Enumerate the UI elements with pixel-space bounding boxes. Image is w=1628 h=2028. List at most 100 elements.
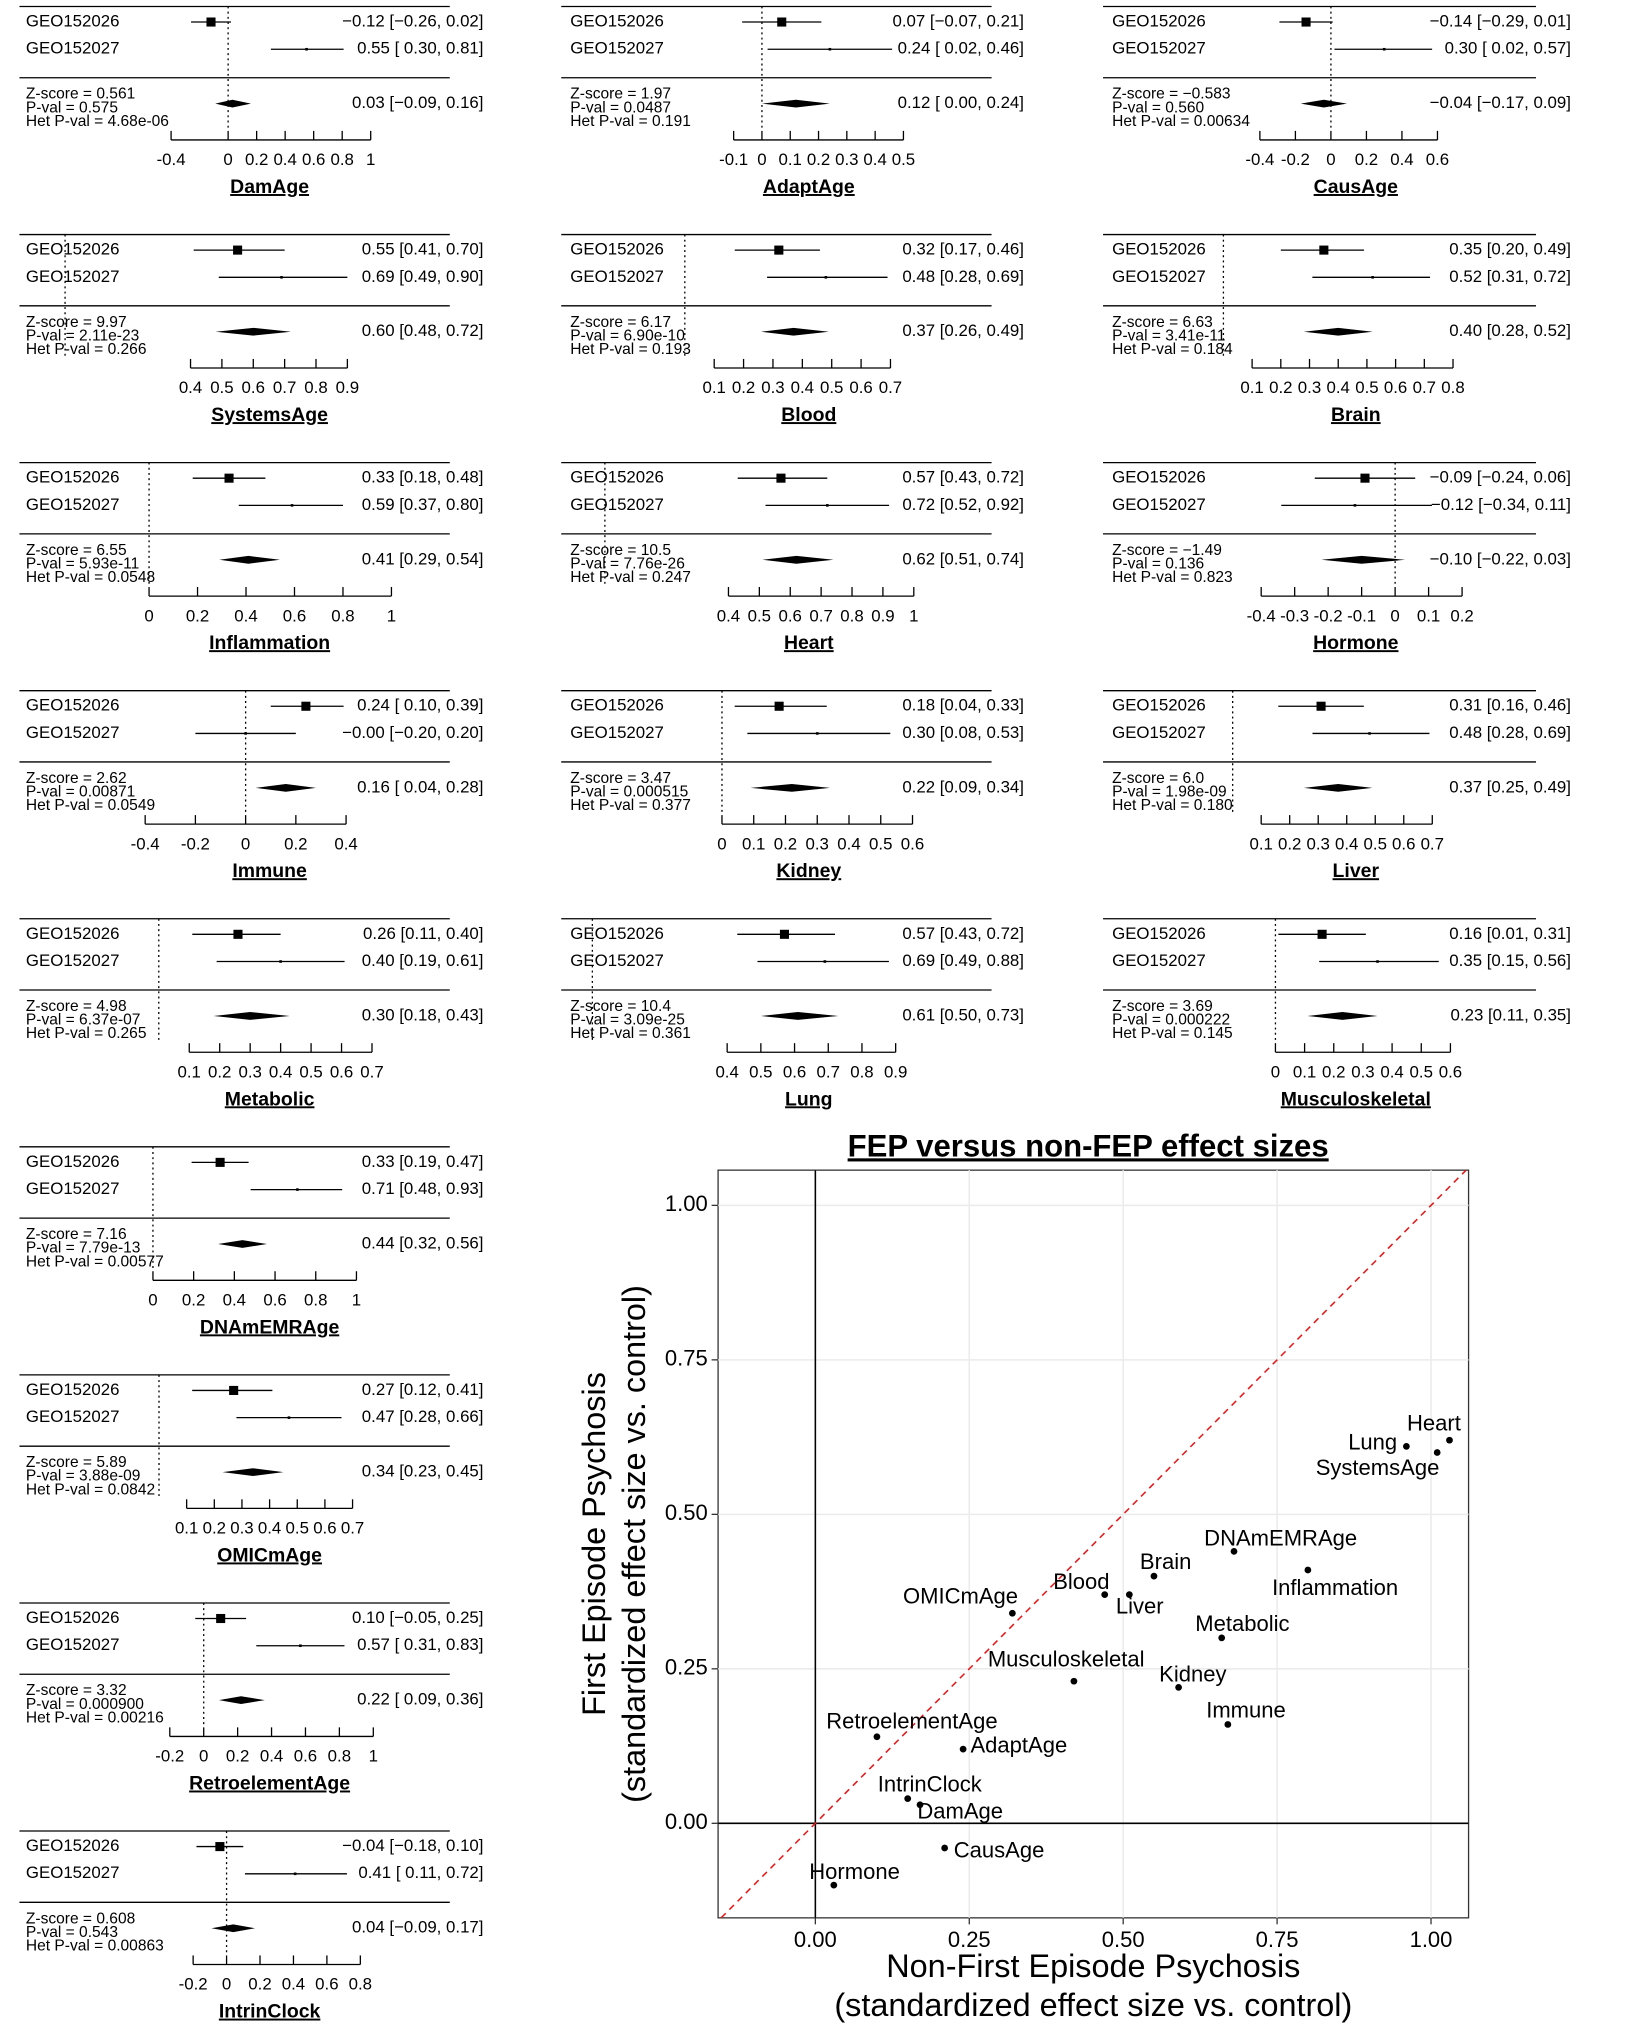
estimate-label: 0.47 [0.28, 0.66] — [362, 1407, 484, 1426]
x-tick-label: 0.8 — [304, 1290, 327, 1309]
estimate-label: 0.71 [0.48, 0.93] — [362, 1179, 484, 1198]
x-tick-label: 0.6 — [283, 606, 306, 625]
summary-diamond — [1303, 327, 1373, 336]
statistic: P-val = 0.575 — [26, 99, 118, 116]
x-tick-label: 0.8 — [850, 1062, 873, 1081]
x-tick-label: 0 — [1390, 606, 1399, 625]
estimate-label: 0.32 [0.17, 0.46] — [902, 240, 1024, 259]
statistic: Het P-val = 0.361 — [570, 1025, 691, 1042]
x-tick-label: 0.5 — [820, 378, 843, 397]
summary-diamond — [762, 555, 834, 564]
point-estimate — [224, 473, 234, 483]
x-tick-label: 0 — [144, 606, 153, 625]
statistic: Het P-val = 0.377 — [570, 797, 691, 814]
study-name: GEO152027 — [1112, 495, 1206, 514]
statistic: P-val = 0.543 — [26, 1924, 118, 1941]
x-tick-label: 0.75 — [1256, 1927, 1299, 1952]
statistic: Z-score = 0.561 — [26, 86, 135, 103]
study-name: GEO152026 — [570, 11, 664, 30]
x-tick-label: 0.6 — [1384, 378, 1407, 397]
point-label: Kidney — [1159, 1662, 1226, 1687]
estimate-label: 0.30 [ 0.02, 0.57] — [1445, 39, 1571, 58]
x-tick-label: 0.1 — [178, 1062, 201, 1081]
x-tick-label: 0.6 — [263, 1290, 286, 1309]
point-estimate — [229, 1385, 239, 1395]
summary-label: −0.04 [−0.17, 0.09] — [1430, 93, 1571, 112]
x-tick-label: 0 — [148, 1290, 157, 1309]
point-label: AdaptAge — [970, 1732, 1067, 1757]
estimate-label: 0.72 [0.52, 0.92] — [902, 495, 1024, 514]
x-tick-label: 0.8 — [331, 606, 354, 625]
statistic: Het P-val = 0.0549 — [26, 797, 155, 814]
statistic: Z-score = 3.32 — [26, 1682, 127, 1699]
x-tick-label: 0.7 — [879, 378, 902, 397]
estimate-label: 0.40 [0.19, 0.61] — [362, 951, 484, 970]
x-tick-label: 0.4 — [282, 1975, 305, 1994]
point — [1008, 1609, 1016, 1617]
panel-title: Immune — [232, 860, 307, 882]
statistic: P-val = 3.41e-11 — [1112, 327, 1225, 344]
x-tick-label: 0.6 — [1426, 150, 1449, 169]
y-tick-label: 1.00 — [665, 1191, 708, 1216]
summary-diamond — [1303, 783, 1373, 792]
point-label: DNAmEMRAge — [1204, 1526, 1357, 1551]
statistic: Het P-val = 0.00577 — [26, 1253, 164, 1270]
statistic: P-val = 7.76e-26 — [570, 555, 685, 572]
point-estimate — [777, 17, 787, 27]
x-tick-label: 0.8 — [304, 378, 327, 397]
point-label: SystemsAge — [1316, 1455, 1440, 1480]
summary-diamond — [761, 99, 830, 108]
point-label: DamAge — [917, 1798, 1003, 1823]
x-tick-label: 0.2 — [807, 150, 830, 169]
x-tick-label: 0.8 — [330, 150, 353, 169]
x-tick-label: 0.2 — [284, 834, 307, 853]
study-name: GEO152026 — [570, 924, 664, 943]
x-tick-label: 0.5 — [299, 1062, 322, 1081]
x-tick-label: 0.7 — [1413, 378, 1436, 397]
x-tick-label: 0.5 — [1355, 378, 1378, 397]
x-tick-label: -0.1 — [1347, 606, 1376, 625]
statistic: Z-score = 6.0 — [1112, 770, 1204, 787]
summary-diamond — [211, 1924, 255, 1933]
x-tick-label: 0.2 — [1450, 606, 1473, 625]
study-name: GEO152026 — [1112, 924, 1206, 943]
x-tick-label: 0 — [241, 834, 250, 853]
statistic: P-val = 0.000900 — [26, 1696, 144, 1713]
x-tick-label: 0.7 — [360, 1062, 383, 1081]
x-tick-label: -0.2 — [181, 834, 210, 853]
summary-diamond — [750, 783, 830, 792]
statistic: Het P-val = 0.00634 — [1112, 113, 1250, 130]
x-tick-label: -0.2 — [155, 1747, 184, 1766]
point-estimate — [233, 929, 243, 939]
x-tick-label: 0.8 — [349, 1975, 372, 1994]
statistic: Z-score = 6.17 — [570, 314, 671, 331]
x-tick-label: 0.5 — [748, 606, 771, 625]
x-tick-label: 0.2 — [732, 378, 755, 397]
x-tick-label: 0.1 — [1293, 1062, 1316, 1081]
point — [1070, 1677, 1078, 1685]
study-name: GEO152026 — [570, 240, 664, 259]
point — [830, 1881, 838, 1889]
point-label: Liver — [1116, 1593, 1164, 1618]
panel-title: DamAge — [230, 176, 309, 198]
x-tick-label: 0.5 — [869, 834, 892, 853]
estimate-label: −0.14 [−0.29, 0.01] — [1430, 11, 1571, 30]
x-tick-label: 0.3 — [230, 1519, 253, 1538]
point-label: Heart — [1407, 1410, 1461, 1435]
point-estimate — [305, 47, 308, 51]
summary-label: 0.03 [−0.09, 0.16] — [352, 93, 483, 112]
x-tick-label: 0.5 — [749, 1062, 772, 1081]
summary-diamond — [761, 327, 829, 336]
estimate-label: 0.57 [ 0.31, 0.83] — [357, 1635, 483, 1654]
study-name: GEO152026 — [26, 1608, 120, 1627]
statistic: Het P-val = 0.184 — [1112, 341, 1233, 358]
x-tick-label: -0.2 — [179, 1975, 208, 1994]
x-tick-label: 0.9 — [871, 606, 894, 625]
statistic: Het P-val = 0.191 — [570, 113, 691, 130]
statistic: Het P-val = 0.180 — [1112, 797, 1233, 814]
statistic: P-val = 0.00871 — [26, 784, 135, 801]
summary-diamond — [218, 1696, 265, 1705]
x-tick-label: 1 — [387, 606, 396, 625]
x-tick-label: 0.4 — [258, 1519, 281, 1538]
x-tick-label: 0.2 — [248, 1975, 271, 1994]
